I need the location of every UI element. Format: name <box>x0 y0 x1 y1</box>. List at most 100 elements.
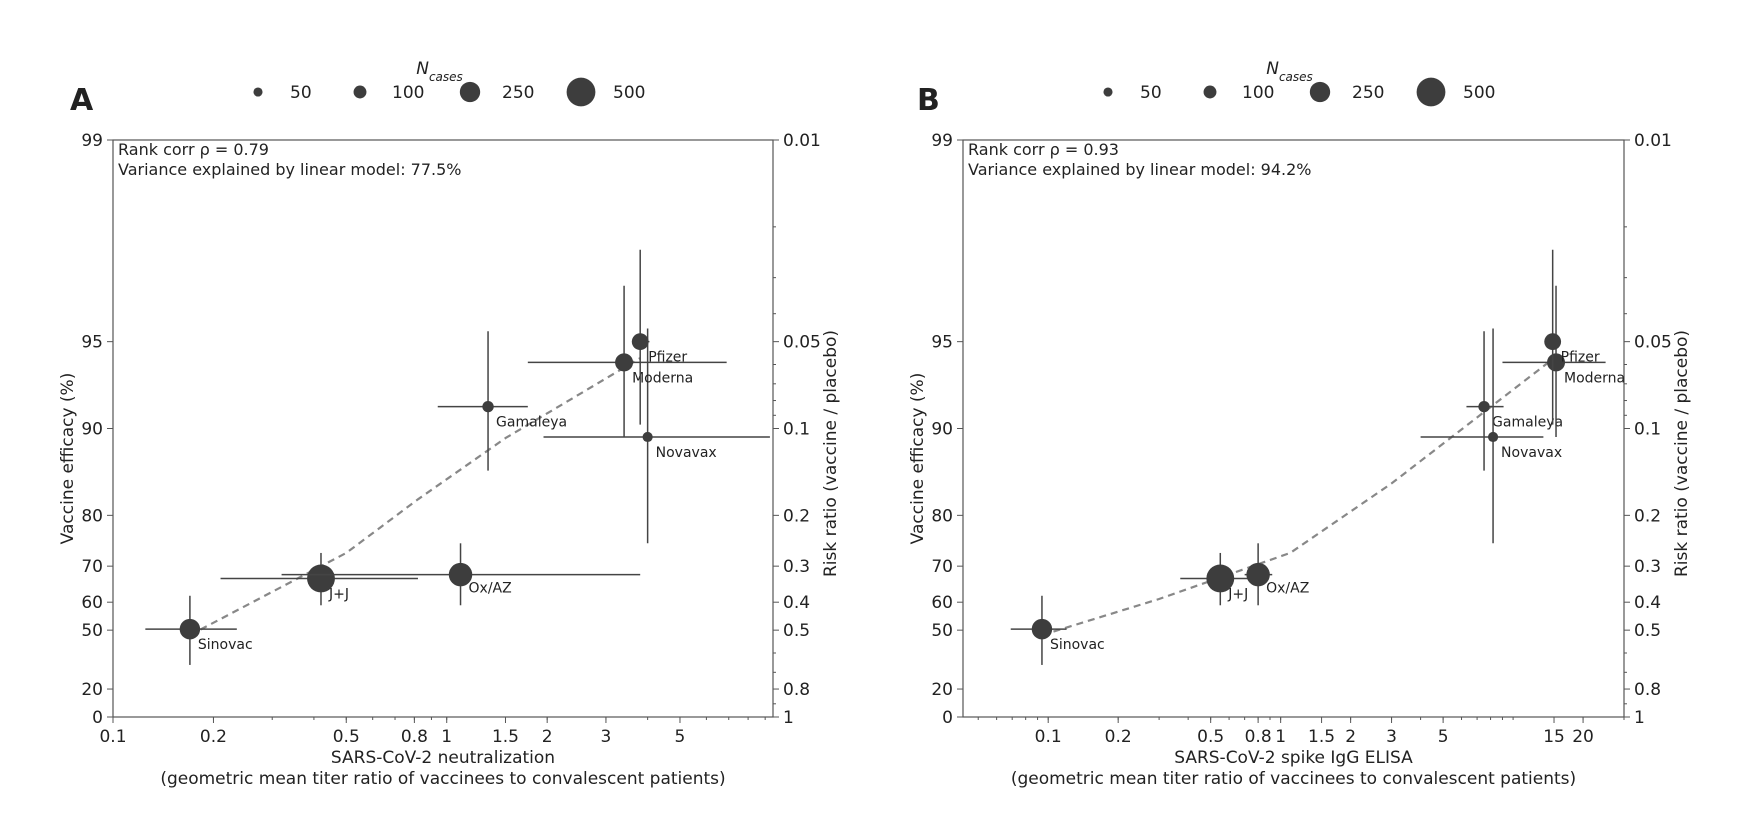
y2-tick-label: 0.05 <box>1634 333 1672 353</box>
legend-label: 500 <box>613 83 645 103</box>
x-tick-label: 0.8 <box>401 727 428 747</box>
legend-marker <box>1103 87 1113 97</box>
y2-axis-label: Risk ratio (vaccine / placebo) <box>821 330 841 577</box>
data-point <box>1544 333 1562 351</box>
y-tick-label: 99 <box>931 131 953 151</box>
legend-title: Ncases <box>1266 59 1313 84</box>
data-point <box>482 400 494 413</box>
data-point <box>1547 353 1566 372</box>
y2-tick-label: 1 <box>1634 708 1645 728</box>
x-tick-label: 20 <box>1572 727 1594 747</box>
y-tick-label: 50 <box>931 621 953 641</box>
data-point <box>448 562 473 587</box>
plot-frame <box>112 139 774 718</box>
legend-marker <box>253 87 263 97</box>
y-axis-label: Vaccine efficacy (%) <box>908 373 928 545</box>
fit-line <box>189 357 641 637</box>
y-tick-label: 80 <box>931 506 953 526</box>
legend-label: 100 <box>1242 83 1274 103</box>
legend-marker <box>1203 85 1217 99</box>
y-tick-label: 70 <box>931 557 953 577</box>
data-point <box>1206 564 1235 593</box>
x-tick-label: 15 <box>1543 727 1565 747</box>
y-tick-label: 20 <box>81 680 103 700</box>
legend-marker <box>1309 81 1331 103</box>
y-tick-label: 60 <box>931 593 953 613</box>
x-tick-label: 1 <box>1275 727 1286 747</box>
y-tick-label: 80 <box>81 506 103 526</box>
legend-title: Ncases <box>416 59 463 84</box>
y2-tick-label: 0.5 <box>783 621 810 641</box>
legend-marker <box>566 77 596 107</box>
size-legend: Ncases 50 100 250 500 <box>253 59 645 107</box>
x-tick-label: 0.2 <box>1105 727 1132 747</box>
rank-corr-annotation: Rank corr ρ = 0.93 <box>968 140 1119 159</box>
x-tick-label: 1.5 <box>492 727 519 747</box>
y-tick-label: 60 <box>81 593 103 613</box>
variance-annotation: Variance explained by linear model: 77.5… <box>118 160 462 179</box>
data-point <box>1478 400 1490 413</box>
point-label: Ox/AZ <box>469 581 512 597</box>
y-axis-label: Vaccine efficacy (%) <box>58 373 78 545</box>
rank-corr-annotation: Rank corr ρ = 0.79 <box>118 140 269 159</box>
y2-tick-label: 0.05 <box>783 333 821 353</box>
x-tick-label: 0.2 <box>200 727 227 747</box>
point-label: Pfizer <box>648 350 687 366</box>
data-point <box>642 431 653 443</box>
y2-tick-label: 0.8 <box>783 680 810 700</box>
point-label: J+J <box>1227 586 1248 602</box>
variance-annotation: Variance explained by linear model: 94.2… <box>968 160 1312 179</box>
x-tick-label: 3 <box>1386 727 1397 747</box>
data-point <box>1031 618 1053 640</box>
point-label: Pfizer <box>1561 350 1600 366</box>
x-tick-label: 0.1 <box>1035 727 1062 747</box>
data-point <box>1487 431 1499 443</box>
size-legend: Ncases 50 100 250 500 <box>1103 59 1495 107</box>
y-tick-label: 20 <box>931 680 953 700</box>
point-label: Sinovac <box>198 637 253 653</box>
y-tick-label: 90 <box>931 420 953 440</box>
y2-tick-label: 1 <box>783 708 794 728</box>
legend-label: 100 <box>392 83 424 103</box>
x-tick-label: 1 <box>441 727 452 747</box>
y-tick-label: 99 <box>81 131 103 151</box>
panel-letter: A <box>70 83 94 118</box>
y2-tick-label: 0.8 <box>1634 680 1661 700</box>
legend-label: 250 <box>502 83 534 103</box>
point-label: Novavax <box>1501 445 1562 461</box>
y-tick-label: 95 <box>81 333 103 353</box>
point-label: Novavax <box>656 445 717 461</box>
point-label: J+J <box>328 586 349 602</box>
x-tick-label: 0.1 <box>99 727 126 747</box>
point-label: Gamaleya <box>1492 415 1563 431</box>
y2-tick-label: 0.01 <box>783 131 821 151</box>
legend-marker <box>1416 77 1446 107</box>
point-label: Moderna <box>632 370 693 386</box>
x-axis-label: SARS-CoV-2 spike IgG ELISA <box>1174 748 1413 768</box>
legend-label: 500 <box>1463 83 1495 103</box>
x-tick-label: 5 <box>675 727 686 747</box>
y-tick-label: 50 <box>81 621 103 641</box>
panel-letter: B <box>917 83 940 118</box>
legend-marker <box>459 81 481 103</box>
x-tick-label: 0.8 <box>1245 727 1272 747</box>
y-tick-label: 0 <box>942 708 953 728</box>
x-tick-label: 2 <box>1345 727 1356 747</box>
x-axis-sublabel: (geometric mean titer ratio of vaccinees… <box>1011 769 1576 789</box>
y2-tick-label: 0.3 <box>783 557 810 577</box>
data-point <box>179 618 201 640</box>
y2-tick-label: 0.4 <box>1634 593 1661 613</box>
point-label: Ox/AZ <box>1266 581 1309 597</box>
y-tick-label: 70 <box>81 557 103 577</box>
x-tick-label: 2 <box>542 727 553 747</box>
y2-axis-label: Risk ratio (vaccine / placebo) <box>1672 330 1692 577</box>
data-point <box>1246 562 1270 587</box>
x-axis-sublabel: (geometric mean titer ratio of vaccinees… <box>160 769 725 789</box>
y2-tick-label: 0.3 <box>1634 557 1661 577</box>
point-label: Gamaleya <box>496 415 567 431</box>
y2-tick-label: 0.4 <box>783 593 810 613</box>
x-tick-label: 5 <box>1438 727 1449 747</box>
